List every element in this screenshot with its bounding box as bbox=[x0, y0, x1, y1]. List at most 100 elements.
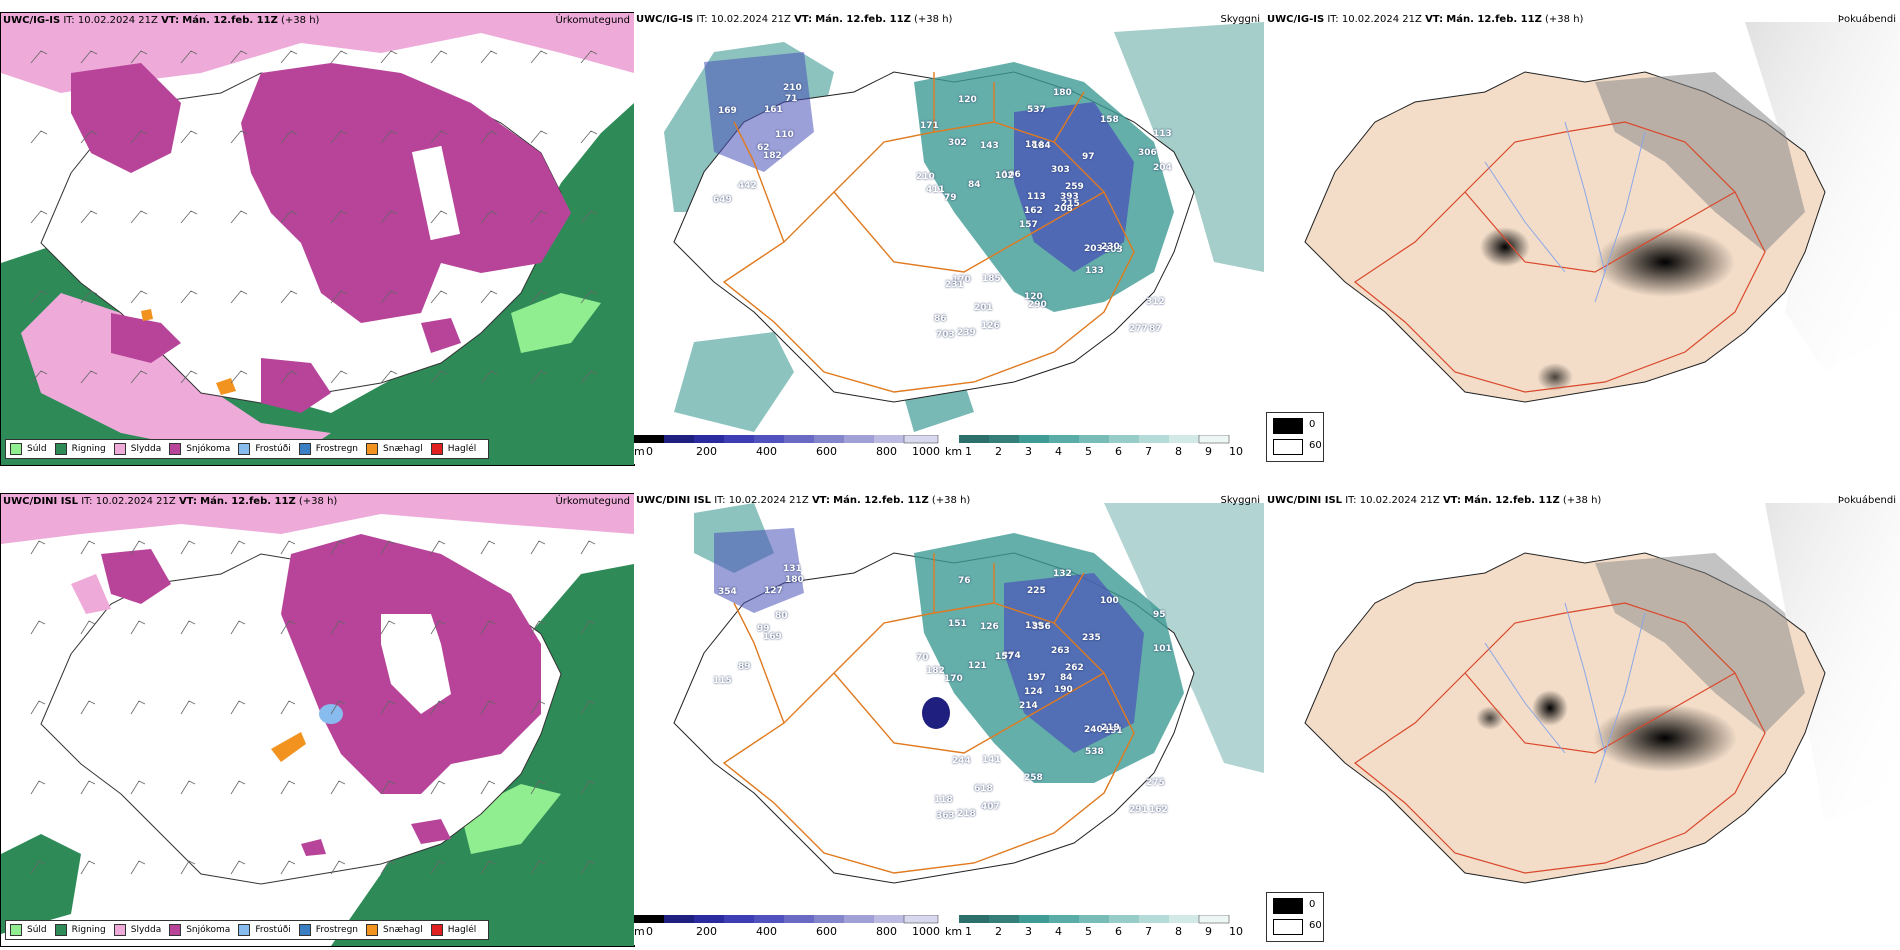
cloud-ceiling-value: 262 bbox=[1065, 663, 1084, 673]
cloud-ceiling-value: 407 bbox=[981, 802, 1000, 812]
vt-label: VT: bbox=[811, 495, 830, 506]
fog-index-map-top: UWC/IG-IS IT: 10.02.2024 21Z VT: Mán. 12… bbox=[1265, 12, 1900, 464]
visibility-tick: 5 bbox=[1085, 925, 1092, 938]
it-value: 10.02.2024 21Z bbox=[77, 15, 158, 26]
legend-item-frostregn: Frostregn bbox=[298, 443, 358, 455]
cloud-ceiling-value: 204 bbox=[1153, 163, 1172, 173]
ceiling-tick: 600 bbox=[816, 925, 837, 938]
vt-value: Mán. 12.feb. 11Z bbox=[182, 15, 278, 26]
vt-label: VT: bbox=[1442, 495, 1461, 506]
precip-type-map-top: UWC/IG-IS IT: 10.02.2024 21Z VT: Mán. 12… bbox=[0, 12, 635, 466]
cloud-ceiling-value: 169 bbox=[718, 106, 737, 116]
cloud-ceiling-value: 120 bbox=[958, 95, 977, 105]
vt-value: Mán. 12.feb. 11Z bbox=[1446, 14, 1542, 25]
cloud-ceiling-value: 79 bbox=[944, 193, 957, 203]
vt-label: VT: bbox=[161, 15, 180, 26]
cloud-ceiling-value: 157 bbox=[1019, 220, 1038, 230]
cloud-ceiling-value: 302 bbox=[948, 138, 967, 148]
visibility-tick: 10 bbox=[1229, 445, 1243, 458]
cloud-ceiling-value: 141 bbox=[982, 755, 1001, 765]
visibility-map-graphic bbox=[634, 12, 1264, 464]
cloud-ceiling-value: 86 bbox=[934, 314, 947, 324]
visibility-tick: 8 bbox=[1175, 445, 1182, 458]
cloud-ceiling-value: 133 bbox=[1085, 266, 1104, 276]
legend-item-sudd: Súld bbox=[10, 924, 47, 936]
visibility-unit: km bbox=[945, 925, 963, 938]
precip-map-graphic bbox=[1, 494, 634, 946]
map-header: UWC/DINI ISL IT: 10.02.2024 21Z VT: Mán.… bbox=[3, 496, 337, 508]
cloud-ceiling-value: 703 bbox=[936, 330, 955, 340]
cloud-ceiling-value: 263 bbox=[1051, 646, 1070, 656]
it-value: 10.02.2024 21Z bbox=[710, 14, 791, 25]
cloud-ceiling-value: 290 bbox=[1028, 300, 1047, 310]
cloud-ceiling-value: 210 bbox=[783, 83, 802, 93]
cloud-ceiling-value: 363 bbox=[936, 811, 955, 821]
precip-map-graphic bbox=[1, 13, 634, 465]
cloud-ceiling-value: 374 bbox=[1002, 651, 1021, 661]
cloud-ceiling-value: 126 bbox=[981, 321, 1000, 331]
map-header: UWC/IG-IS IT: 10.02.2024 21Z VT: Mán. 12… bbox=[636, 14, 952, 26]
panel-title: Skyggni bbox=[1220, 14, 1260, 25]
cloud-ceiling-value: 203 bbox=[1084, 244, 1103, 254]
cloud-ceiling-value: 231 bbox=[945, 280, 964, 290]
cloud-ceiling-value: 121 bbox=[968, 661, 987, 671]
cloud-ceiling-value: 191 bbox=[1104, 726, 1123, 736]
visibility-map-top: UWC/IG-IS IT: 10.02.2024 21Z VT: Mán. 12… bbox=[634, 12, 1264, 464]
cloud-ceiling-value: 218 bbox=[957, 809, 976, 819]
vt-value: Mán. 12.feb. 11Z bbox=[833, 495, 929, 506]
cloud-ceiling-value: 99 bbox=[757, 624, 770, 634]
cloud-ceiling-value: 110 bbox=[775, 130, 794, 140]
ceiling-tick: 0 bbox=[646, 925, 653, 938]
cloud-ceiling-value: 184 bbox=[1025, 140, 1044, 150]
cloud-ceiling-value: 442 bbox=[738, 181, 757, 191]
cloud-ceiling-value: 184 bbox=[1032, 141, 1051, 151]
cloud-ceiling-value: 258 bbox=[1024, 773, 1043, 783]
cloud-ceiling-value: 354 bbox=[718, 587, 737, 597]
ceiling-tick: 400 bbox=[756, 925, 777, 938]
visibility-tick: 2 bbox=[995, 445, 1002, 458]
legend-item-slydda: Slydda bbox=[113, 924, 161, 936]
cloud-ceiling-value: 139 bbox=[1025, 621, 1044, 631]
cloud-ceiling-value: 259 bbox=[1065, 182, 1084, 192]
vt-value: Mán. 12.feb. 11Z bbox=[1464, 495, 1560, 506]
cloud-ceiling-value: 197 bbox=[1027, 673, 1046, 683]
visibility-tick: 9 bbox=[1205, 925, 1212, 938]
cloud-ceiling-value: 225 bbox=[1027, 586, 1046, 596]
cloud-ceiling-value: 84 bbox=[1060, 673, 1073, 683]
it-value: 10.02.2024 21Z bbox=[95, 496, 176, 507]
legend-item-snaehagl: Snæhagl bbox=[366, 443, 423, 455]
cloud-ceiling-value: 230 bbox=[1101, 242, 1120, 252]
legend-item-frostudi: Frostúði bbox=[238, 924, 291, 936]
cloud-ceiling-value: 76 bbox=[958, 576, 971, 586]
ceiling-gradient bbox=[634, 915, 939, 924]
lead-time: (+38 h) bbox=[931, 495, 971, 506]
visibility-tick: 7 bbox=[1145, 925, 1152, 938]
fog-index-map-bottom: UWC/DINI ISL IT: 10.02.2024 21Z VT: Mán.… bbox=[1265, 493, 1900, 945]
cloud-ceiling-value: 162 bbox=[1149, 805, 1168, 815]
cloud-ceiling-value: 203 bbox=[1104, 245, 1123, 255]
lead-time: (+38 h) bbox=[281, 15, 320, 26]
vt-label: VT: bbox=[794, 14, 813, 25]
model-name: UWC/DINI ISL bbox=[1267, 495, 1343, 506]
visibility-tick: 4 bbox=[1055, 925, 1062, 938]
fog-legend-max: 60 bbox=[1309, 440, 1322, 451]
cloud-ceiling-value: 239 bbox=[957, 328, 976, 338]
cloud-ceiling-value: 84 bbox=[968, 180, 981, 190]
visibility-tick: 9 bbox=[1205, 445, 1212, 458]
cloud-ceiling-value: 180 bbox=[785, 575, 804, 585]
visibility-tick: 3 bbox=[1025, 445, 1032, 458]
cloud-ceiling-value: 244 bbox=[952, 756, 971, 766]
cloud-ceiling-value: 185 bbox=[982, 274, 1001, 284]
ceiling-colorbar-top: m 0 200 400 600 800 1000 bbox=[634, 435, 944, 461]
fog-map-graphic bbox=[1265, 493, 1900, 945]
legend-item-snjokoma: Snjókoma bbox=[169, 924, 230, 936]
cloud-ceiling-value: 201 bbox=[974, 303, 993, 313]
cloud-ceiling-value: 303 bbox=[1051, 165, 1070, 175]
ceiling-tick: 800 bbox=[876, 925, 897, 938]
cloud-ceiling-value: 214 bbox=[1019, 701, 1038, 711]
cloud-ceiling-value: 170 bbox=[944, 674, 963, 684]
legend-item-snaehagl: Snæhagl bbox=[366, 924, 423, 936]
cloud-ceiling-value: 162 bbox=[1024, 206, 1043, 216]
visibility-tick: 8 bbox=[1175, 925, 1182, 938]
cloud-ceiling-value: 151 bbox=[948, 619, 967, 629]
